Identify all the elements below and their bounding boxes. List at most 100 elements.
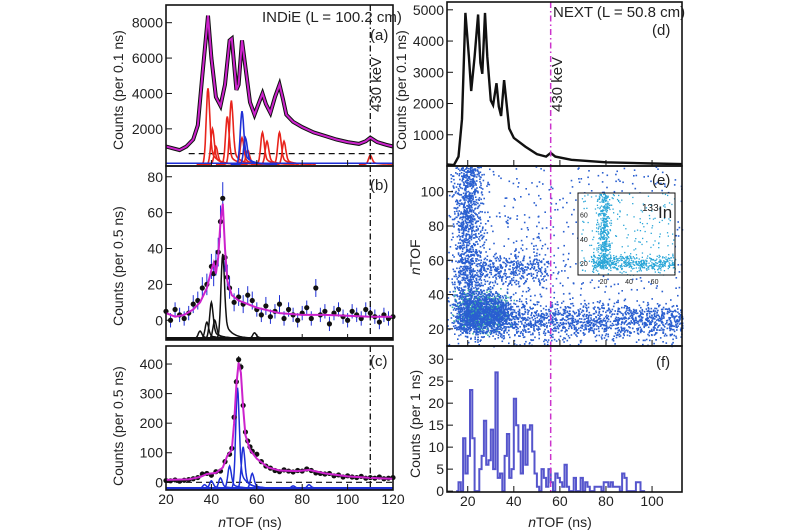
scatter-point (611, 313, 614, 315)
scatter-point (561, 329, 563, 332)
scatter-point (644, 325, 647, 327)
scatter-point (459, 200, 461, 202)
scatter-point (668, 322, 671, 325)
scatter-point (540, 275, 542, 277)
scatter-point (510, 311, 513, 314)
scatter-point (664, 308, 667, 310)
scatter-point (672, 328, 675, 331)
scatter-point (499, 259, 501, 262)
scatter-point (534, 336, 536, 339)
scatter-point (588, 314, 590, 317)
scatter-point (492, 262, 494, 264)
scatter-point (515, 261, 517, 263)
scatter-point (655, 315, 657, 318)
scatter-point (459, 272, 462, 275)
scatter-point (599, 325, 602, 327)
scatter-point (485, 294, 488, 297)
scatter-point (467, 170, 469, 172)
scatter-point (515, 256, 517, 258)
scatter-point (538, 331, 540, 334)
scatter-point (462, 268, 464, 270)
scatter-point (473, 293, 476, 295)
scatter-point (458, 326, 460, 328)
scatter-point (638, 304, 641, 307)
scatter-point (634, 319, 636, 322)
scatter-point (529, 306, 531, 309)
scatter-point (466, 239, 469, 241)
scatter-point (486, 291, 488, 294)
scatter-point (515, 266, 517, 268)
scatter-point (627, 329, 629, 332)
scatter-point (502, 282, 505, 285)
scatter-point (486, 309, 488, 312)
scatter-point (468, 285, 471, 288)
scatter-point (643, 331, 645, 333)
scatter-point (544, 271, 547, 274)
scatter-point (540, 323, 542, 325)
scatter-point (468, 242, 471, 245)
scatter-point (545, 317, 548, 319)
scatter-point (463, 183, 465, 185)
scatter-point (506, 291, 509, 294)
scatter-point (466, 210, 469, 213)
scatter-point (552, 330, 555, 332)
scatter-point (532, 261, 535, 263)
scatter-point (459, 275, 461, 278)
scatter-point (658, 319, 660, 322)
scatter-point (497, 310, 500, 313)
scatter-point (481, 303, 483, 305)
scatter-point (582, 332, 585, 335)
scatter-point (511, 279, 513, 282)
scatter-point (468, 284, 471, 287)
scatter-point (457, 281, 460, 284)
scatter-point (473, 262, 476, 264)
scatter-point (492, 311, 494, 314)
scatter-point (487, 183, 489, 185)
scatter-point (495, 333, 498, 335)
scatter-point (505, 323, 507, 325)
scatter-point (529, 256, 531, 259)
scatter-point (496, 316, 499, 318)
scatter-point (489, 325, 491, 328)
scatter-point (470, 258, 473, 260)
scatter-point (661, 312, 664, 314)
scatter-point (465, 267, 467, 270)
scatter-point (480, 187, 483, 189)
scatter-point (459, 324, 461, 327)
scatter-point (623, 327, 626, 329)
scatter-point (613, 319, 616, 322)
scatter-point (456, 312, 458, 315)
scatter-point (511, 324, 514, 326)
scatter-point (470, 246, 472, 248)
scatter-point (470, 260, 472, 262)
scatter-point (597, 318, 600, 320)
scatter-point (471, 227, 474, 229)
scatter-point (475, 221, 477, 224)
scatter-point (523, 313, 526, 315)
scatter-point (472, 248, 474, 251)
scatter-point (531, 317, 533, 319)
scatter-point (454, 288, 456, 290)
scatter-point (469, 264, 471, 267)
scatter-point (580, 311, 583, 314)
scatter-point (457, 242, 460, 244)
scatter-point (485, 270, 488, 273)
scatter-point (650, 323, 652, 326)
scatter-point (470, 236, 473, 239)
scatter-point (658, 329, 661, 331)
scatter-point (473, 330, 475, 333)
scatter-point (550, 321, 552, 323)
scatter-point (594, 323, 597, 326)
scatter-point (537, 315, 540, 317)
scatter-point (522, 270, 524, 273)
scatter-point (472, 269, 474, 271)
scatter-point (484, 211, 486, 214)
scatter-point (477, 198, 480, 201)
scatter-point (469, 318, 471, 321)
scatter-point (601, 307, 603, 309)
scatter-point (669, 333, 672, 336)
scatter-point (465, 311, 467, 314)
scatter-point (545, 322, 548, 324)
scatter-point (480, 222, 482, 225)
scatter-point (473, 324, 475, 326)
